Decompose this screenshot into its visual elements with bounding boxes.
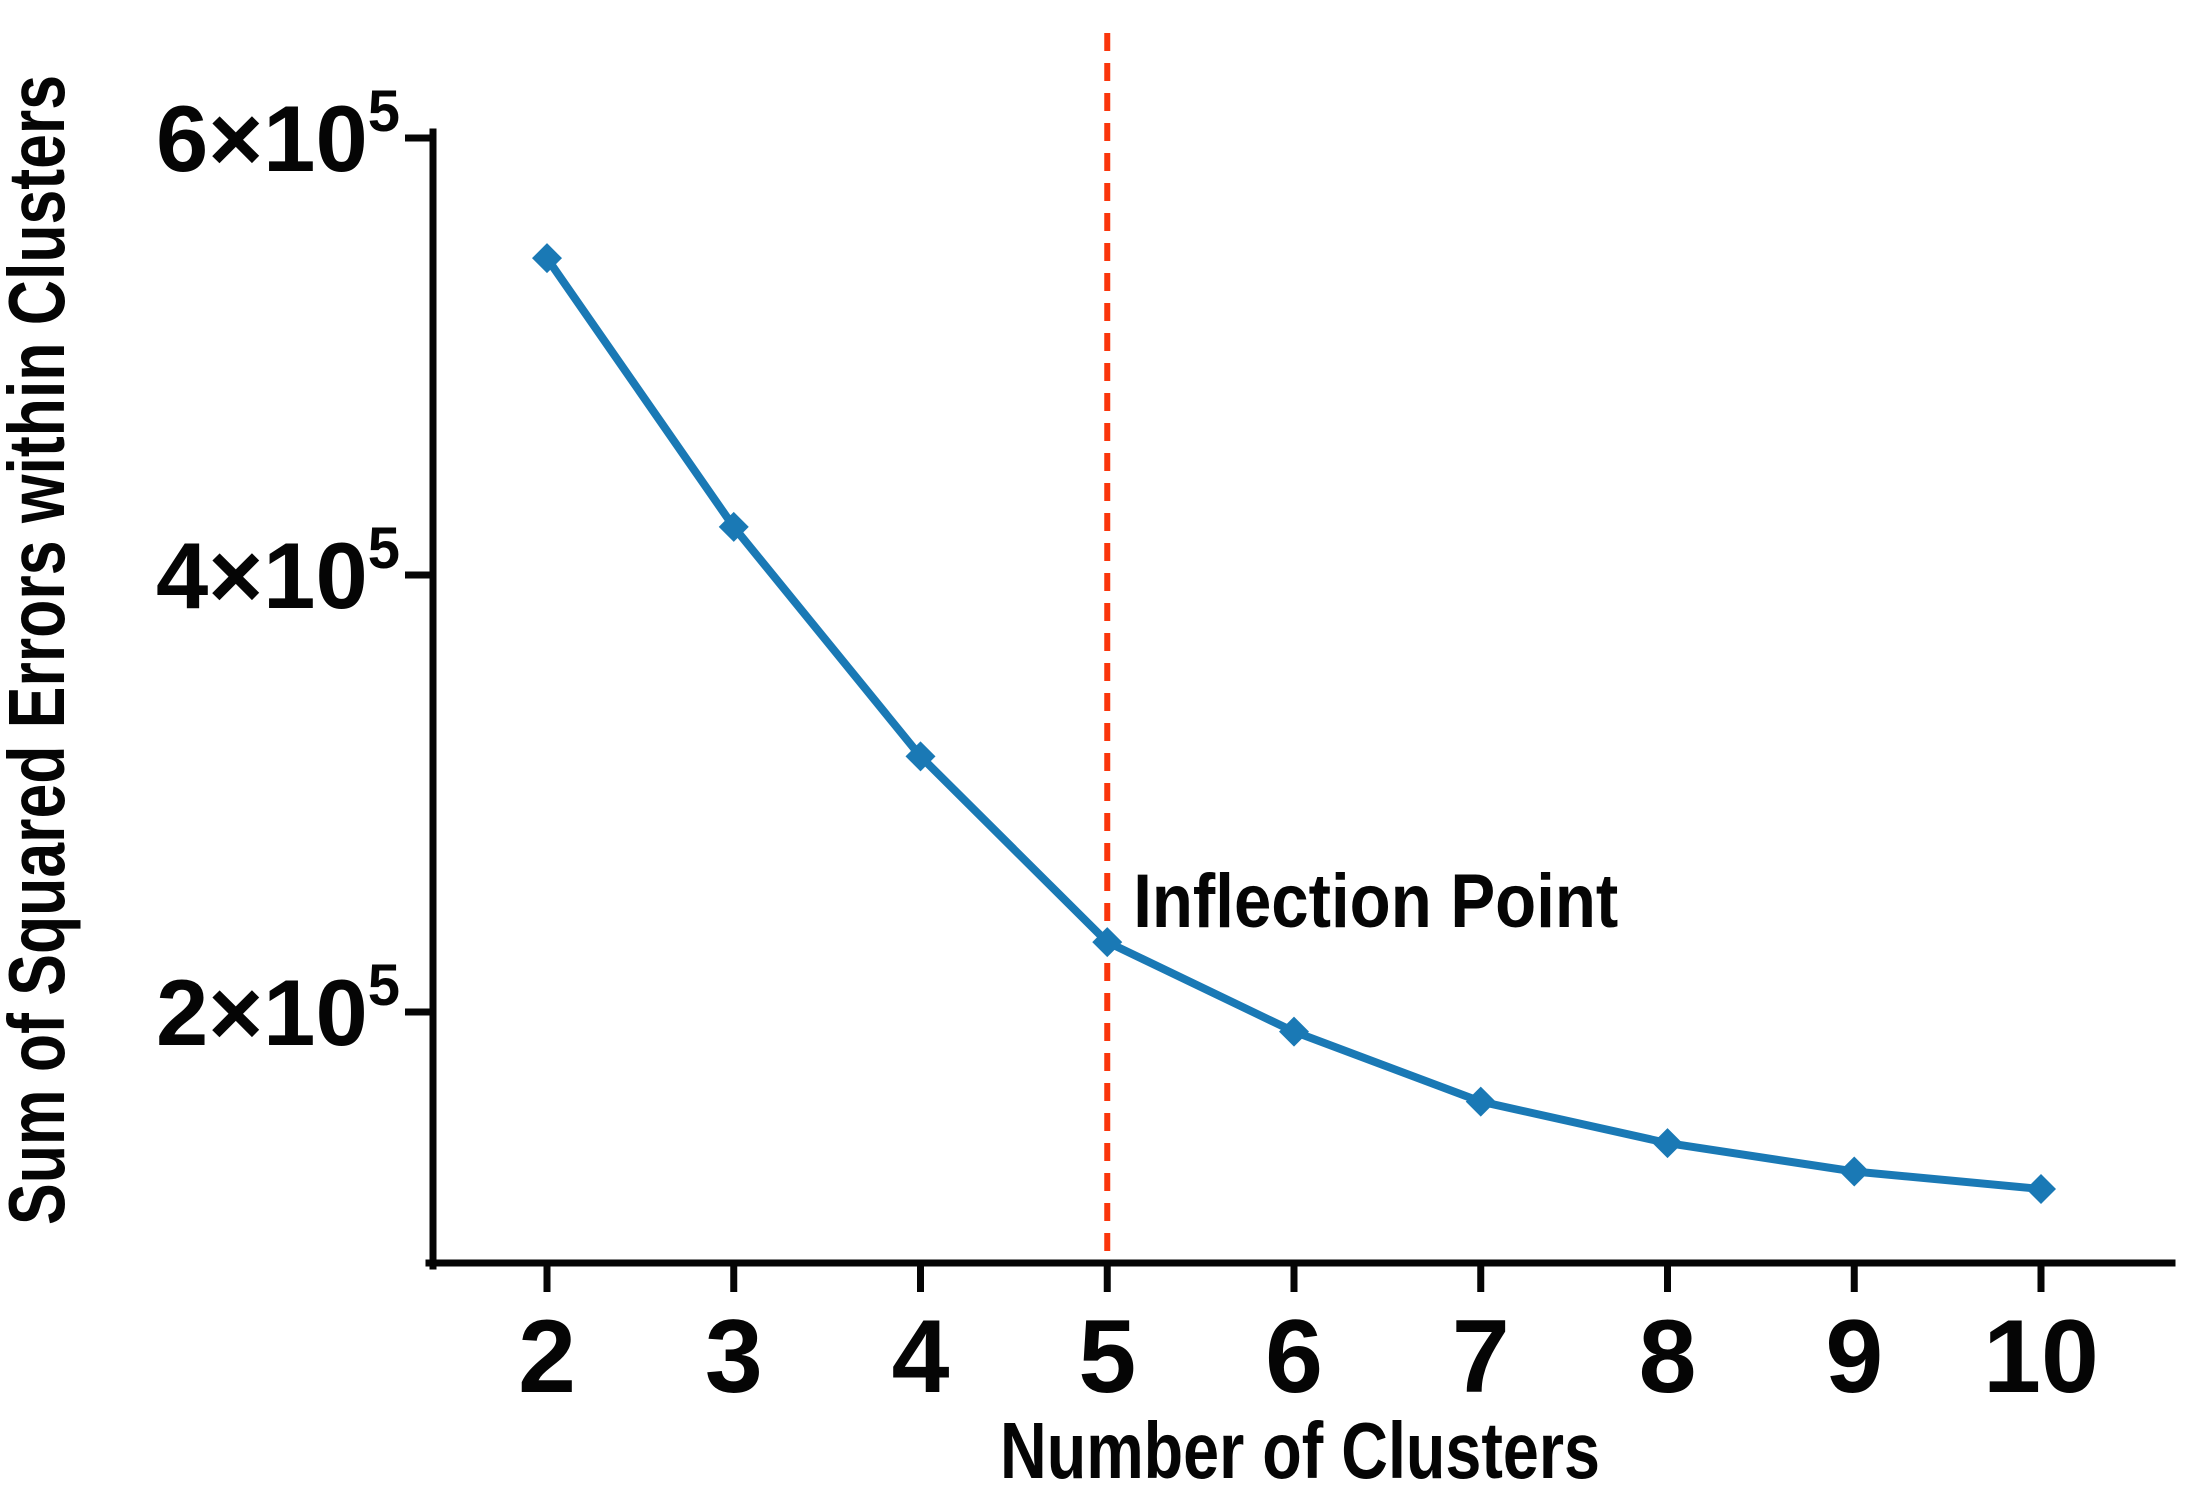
data-point-marker xyxy=(532,243,562,274)
x-axis-ticks: 2 3 4 5 6 7 8 9 10 xyxy=(518,1263,2099,1415)
x-axis: 2 3 4 5 6 7 8 9 10 Number of Clusters xyxy=(425,1259,2176,1495)
data-point-marker xyxy=(905,741,936,772)
data-point-marker xyxy=(718,511,749,542)
y-tick-label: 2×105 xyxy=(156,953,400,1065)
data-point-marker xyxy=(1092,927,1123,958)
x-axis-title: Number of Clusters xyxy=(1000,1406,1600,1495)
x-tick-label: 5 xyxy=(1078,1299,1136,1415)
data-point-marker xyxy=(1279,1016,1309,1047)
x-tick-label: 9 xyxy=(1825,1299,1883,1415)
sse-line xyxy=(543,254,2045,1193)
sse-series xyxy=(532,243,2056,1204)
x-tick-label: 10 xyxy=(1983,1299,2099,1415)
data-point-marker xyxy=(2026,1173,2056,1204)
x-tick-label: 2 xyxy=(518,1299,576,1415)
sse-markers xyxy=(532,243,2056,1204)
x-tick-label: 6 xyxy=(1265,1299,1323,1415)
x-tick-label: 3 xyxy=(705,1299,763,1415)
inflection-point-label: Inflection Point xyxy=(1133,859,1618,944)
data-point-marker xyxy=(1465,1086,1496,1117)
y-tick-label: 6×105 xyxy=(156,79,400,191)
y-axis-ticks: 2×105 4×105 6×105 xyxy=(156,79,433,1065)
x-tick-label: 4 xyxy=(892,1299,950,1415)
y-axis: 2×105 4×105 6×105 Sum of Squared Errors wi… xyxy=(0,75,437,1270)
y-axis-title: Sum of Squared Errors within Clusters xyxy=(0,75,81,1225)
x-tick-label: 8 xyxy=(1639,1299,1697,1415)
data-point-marker xyxy=(1839,1156,1870,1187)
y-tick-label: 4×105 xyxy=(156,516,400,628)
x-tick-label: 7 xyxy=(1452,1299,1510,1415)
data-point-marker xyxy=(1652,1128,1683,1159)
